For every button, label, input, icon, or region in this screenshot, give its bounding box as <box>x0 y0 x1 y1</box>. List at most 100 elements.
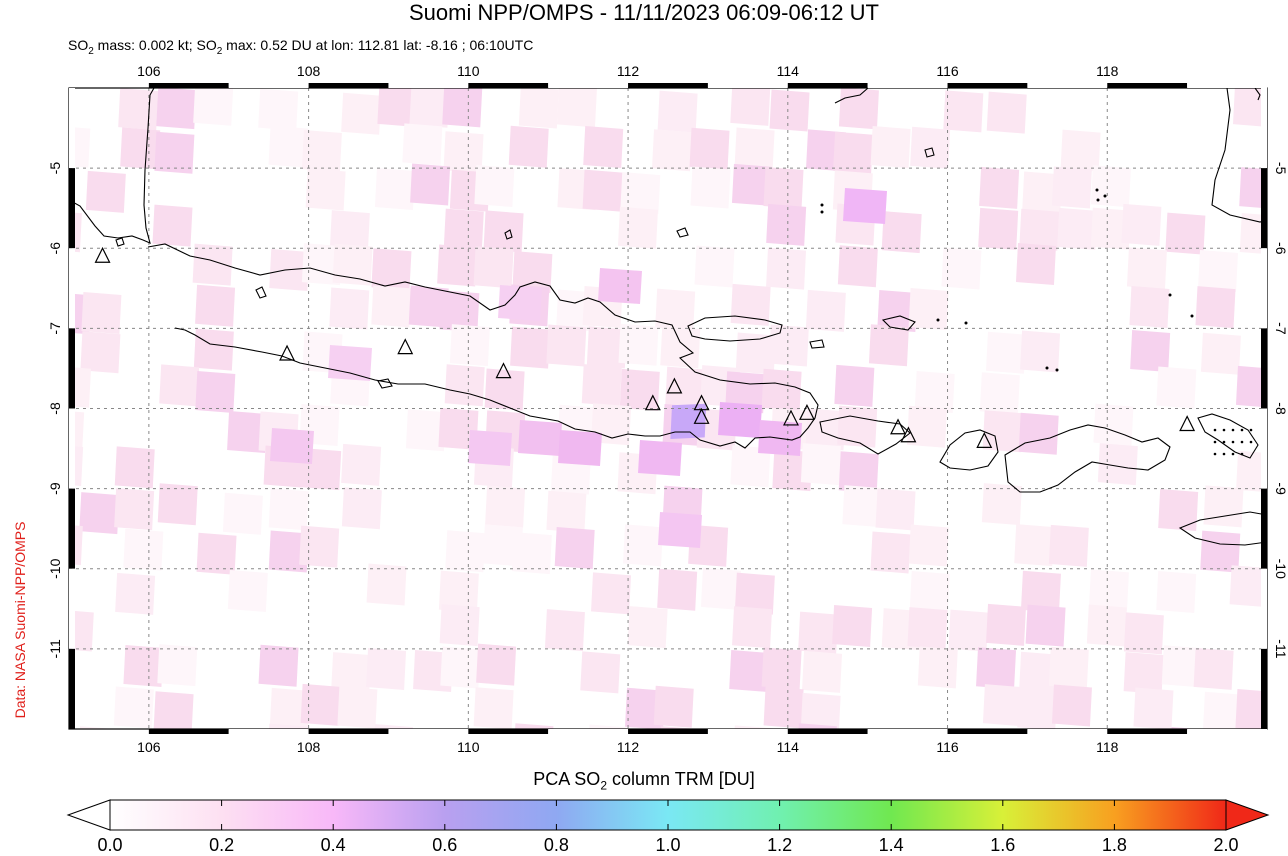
so2-pixel <box>976 647 1017 690</box>
so2-pixel <box>1236 450 1267 493</box>
islet-dot <box>1222 428 1226 432</box>
so2-pixel <box>591 572 632 615</box>
so2-pixel <box>154 131 195 174</box>
subtitle-mid: mass: 0.002 kt; SO <box>93 37 217 53</box>
frame-band-bottom <box>707 729 788 734</box>
frame-band-top <box>707 83 788 88</box>
so2-pixel <box>511 532 552 575</box>
frame-band-top <box>1107 83 1188 88</box>
so2-pixel <box>301 129 342 172</box>
so2-pixel <box>981 483 1022 526</box>
so2-pixel-enhanced <box>843 188 887 224</box>
so2-pixel <box>69 610 94 652</box>
lon-tick-label: 106 <box>137 739 161 755</box>
volcano-icon <box>976 432 993 448</box>
so2-pixel <box>445 530 486 573</box>
so2-pixel <box>943 90 984 133</box>
so2-pixel <box>1193 647 1234 690</box>
so2-pixel <box>690 166 731 209</box>
so2-pixel <box>114 446 155 489</box>
so2-pixel-layer <box>69 88 1267 729</box>
lat-tick-label: -8 <box>47 402 63 415</box>
frame-band-top <box>947 83 1028 88</box>
colorbar-tick-label: 1.2 <box>767 835 793 855</box>
frame-band-left <box>69 408 75 489</box>
so2-pixel <box>258 88 299 131</box>
so2-pixel <box>978 207 1019 250</box>
frame-band-left <box>69 88 75 169</box>
so2-pixel <box>341 92 382 135</box>
coast-madura <box>687 315 783 342</box>
lat-tick-label: -5 <box>1273 162 1288 175</box>
so2-pixel <box>877 290 918 333</box>
so2-pixel <box>1123 652 1164 695</box>
lat-tick-label: -7 <box>47 322 63 335</box>
so2-pixel <box>152 204 193 247</box>
islet-dot <box>1213 452 1217 456</box>
colorbar-title-pre: PCA SO <box>533 769 601 789</box>
so2-pixel <box>115 572 156 615</box>
so2-pixel <box>546 324 587 367</box>
so2-pixel <box>1048 524 1089 567</box>
subtitle-sub2: 2 <box>216 45 223 57</box>
so2-pixel <box>734 572 775 615</box>
so2-pixel <box>1057 207 1098 250</box>
so2-pixel <box>123 528 164 571</box>
so2-pixel <box>329 287 370 330</box>
so2-pixel <box>438 570 479 613</box>
islet-dot <box>1168 293 1172 297</box>
so2-pixel <box>515 723 554 729</box>
so2-pixel <box>300 683 341 726</box>
so2-pixel <box>193 88 234 126</box>
so2-pixel <box>906 405 947 448</box>
volcano-icon <box>1179 415 1196 432</box>
frame-band-right <box>1261 328 1267 409</box>
so2-pixel <box>842 485 883 528</box>
so2-pixel <box>195 284 236 327</box>
islet-dot <box>936 318 940 322</box>
so2-pixel <box>838 451 879 494</box>
islet-dot <box>1249 428 1253 432</box>
frame-band-left <box>69 568 75 649</box>
so2-pixel <box>653 685 694 728</box>
so2-pixel <box>583 125 624 168</box>
so2-pixel <box>1203 691 1243 729</box>
frame-band-bottom <box>148 729 229 734</box>
islet-dot <box>1096 198 1100 202</box>
so2-pixel <box>118 88 159 131</box>
so2-pixel <box>474 165 515 208</box>
so2-pixel <box>838 88 879 130</box>
coast-sumbawa <box>1004 424 1171 493</box>
so2-pixel <box>1198 250 1239 293</box>
so2-pixel <box>910 126 951 169</box>
volcano-icon <box>666 377 683 394</box>
colorbar-gradient <box>109 799 1227 831</box>
colorbar-tick-label: 0.6 <box>432 835 458 855</box>
so2-pixel <box>269 723 308 729</box>
islet-dot <box>1240 428 1244 432</box>
so2-pixel <box>660 326 701 369</box>
frame-band-bottom <box>867 729 948 734</box>
coast-lombok <box>939 429 999 471</box>
so2-pixel <box>268 125 309 168</box>
so2-pixel <box>868 324 909 367</box>
frame-band-top <box>308 83 389 88</box>
coast-islet-2 <box>255 286 267 299</box>
lat-tick-label: -10 <box>47 558 63 578</box>
colorbar-title-sub: 2 <box>600 778 607 793</box>
islet-dot <box>1213 440 1217 444</box>
so2-pixel <box>159 364 200 407</box>
small-islands <box>820 188 1253 456</box>
frame-band-top <box>787 83 868 88</box>
so2-pixel <box>870 531 911 574</box>
so2-pixel <box>554 527 595 570</box>
frame-band-right <box>1261 488 1267 569</box>
so2-pixel <box>941 247 982 290</box>
so2-pixel <box>766 247 807 290</box>
so2-pixel <box>1229 565 1267 608</box>
so2-pixel <box>269 687 310 729</box>
colorbar-tick-label: 1.8 <box>1101 835 1127 855</box>
so2-pixel <box>689 127 730 170</box>
volcano-icon <box>644 394 661 411</box>
lon-tick-label: 118 <box>1096 63 1119 79</box>
